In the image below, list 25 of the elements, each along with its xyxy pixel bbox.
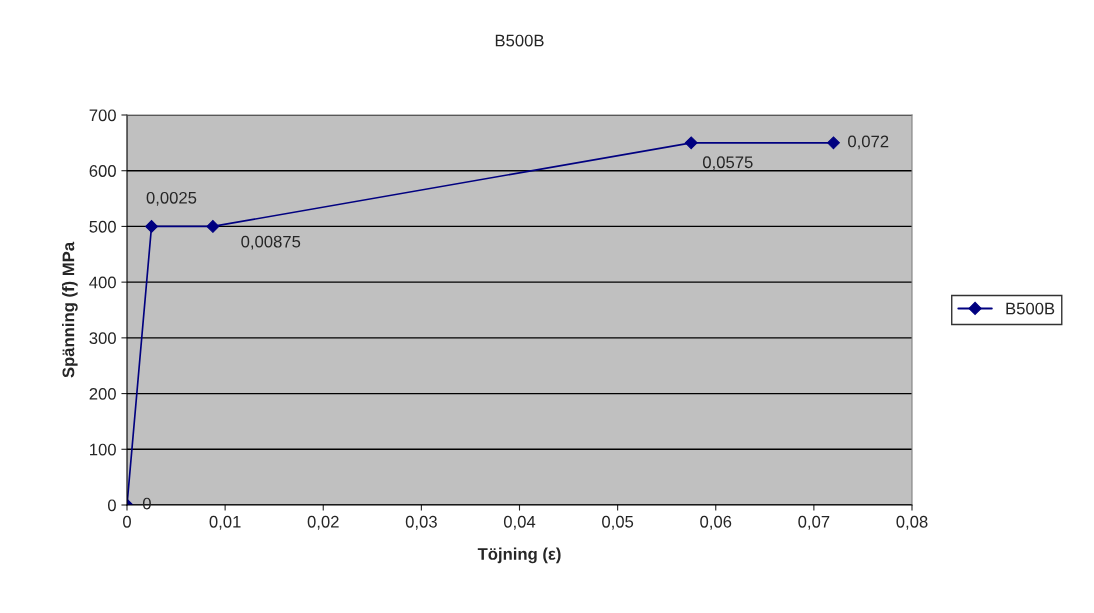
annotation: 0,00875 xyxy=(241,235,301,250)
x-tick-label: 0,05 xyxy=(602,515,634,530)
x-tick-label: 0,08 xyxy=(896,515,928,530)
x-tick-label: 0,02 xyxy=(307,515,339,530)
chart-title: B500B xyxy=(495,34,544,47)
legend-label: B500B xyxy=(1006,302,1055,315)
x-tick-label: 0,04 xyxy=(503,515,536,530)
x-tick-label: 0,03 xyxy=(405,515,437,530)
y-tick-label: 400 xyxy=(89,276,116,289)
y-tick-label: 200 xyxy=(89,387,116,400)
y-tick-label: 600 xyxy=(89,165,116,177)
x-tick-label: 0 xyxy=(123,515,131,528)
y-tick-label: 300 xyxy=(89,332,116,345)
y-tick-label: 0 xyxy=(107,499,116,512)
x-tick-label: 0,01 xyxy=(209,515,241,530)
x-axis-title: Töjning (ε) xyxy=(477,547,561,564)
x-tick-label: 0,06 xyxy=(700,515,732,530)
annotation: 0,0575 xyxy=(702,156,753,171)
y-tick-label: 500 xyxy=(89,220,116,233)
annotation: 0,072 xyxy=(848,135,889,150)
annotation: 0,0025 xyxy=(146,191,197,206)
y-tick-label: 700 xyxy=(89,109,116,122)
y-axis-title: Spänning (f) MPa xyxy=(62,241,78,378)
y-tick-label: 100 xyxy=(90,443,116,456)
x-tick-label: 0,07 xyxy=(798,515,830,530)
